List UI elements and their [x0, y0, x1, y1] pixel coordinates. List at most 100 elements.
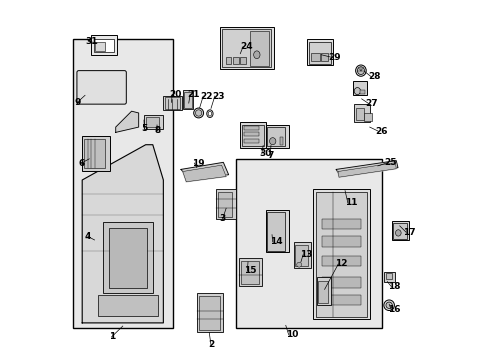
Text: 15: 15: [244, 266, 257, 275]
Bar: [239, 258, 262, 286]
FancyBboxPatch shape: [77, 71, 126, 104]
Bar: [267, 127, 285, 147]
Bar: [241, 125, 263, 147]
Bar: [165, 98, 180, 109]
Bar: [293, 242, 310, 268]
Text: 21: 21: [187, 90, 200, 99]
Ellipse shape: [193, 108, 203, 118]
Ellipse shape: [385, 302, 391, 309]
Bar: [353, 104, 369, 122]
Bar: [73, 39, 173, 328]
Polygon shape: [181, 162, 228, 180]
Bar: [308, 42, 330, 64]
Bar: [108, 228, 147, 288]
Bar: [222, 29, 271, 67]
Text: 17: 17: [403, 228, 415, 237]
Bar: [279, 137, 283, 145]
Bar: [93, 39, 114, 52]
Bar: [198, 296, 219, 330]
Text: 2: 2: [208, 340, 214, 349]
Text: 16: 16: [387, 305, 400, 314]
Bar: [98, 294, 158, 316]
Bar: [385, 273, 391, 279]
Bar: [391, 221, 408, 240]
Bar: [322, 294, 360, 305]
Text: 6: 6: [79, 158, 85, 167]
Text: 13: 13: [300, 250, 312, 259]
Bar: [235, 159, 381, 328]
Ellipse shape: [383, 300, 394, 311]
Ellipse shape: [253, 51, 260, 59]
Ellipse shape: [353, 87, 360, 95]
Text: 30: 30: [259, 149, 271, 158]
Bar: [360, 90, 365, 94]
Bar: [267, 212, 285, 251]
Bar: [95, 42, 104, 51]
Polygon shape: [116, 111, 139, 132]
Bar: [310, 53, 319, 62]
Bar: [240, 57, 245, 64]
Text: 28: 28: [368, 72, 381, 81]
Ellipse shape: [355, 65, 366, 76]
Bar: [233, 57, 238, 64]
Bar: [249, 31, 269, 66]
Text: 3: 3: [219, 214, 225, 223]
Bar: [306, 39, 332, 66]
Text: 12: 12: [335, 260, 347, 269]
Bar: [145, 117, 159, 127]
Bar: [322, 256, 360, 266]
Text: 5: 5: [141, 124, 147, 133]
Text: 4: 4: [85, 232, 91, 241]
Bar: [316, 277, 330, 305]
Bar: [163, 96, 182, 110]
Text: 25: 25: [384, 158, 396, 167]
Bar: [183, 90, 193, 109]
Text: 9: 9: [74, 98, 81, 107]
Bar: [91, 35, 117, 55]
Bar: [103, 222, 152, 293]
Text: 8: 8: [154, 126, 161, 135]
Text: 29: 29: [328, 53, 341, 62]
Bar: [216, 189, 235, 219]
Polygon shape: [336, 161, 397, 176]
Text: 31: 31: [85, 37, 98, 46]
Bar: [79, 72, 124, 102]
Ellipse shape: [269, 138, 275, 145]
Bar: [392, 223, 406, 239]
Bar: [317, 280, 328, 303]
Bar: [183, 92, 191, 108]
Text: 23: 23: [212, 91, 224, 100]
Text: 10: 10: [285, 330, 298, 339]
Ellipse shape: [296, 262, 301, 267]
Text: 19: 19: [191, 158, 204, 167]
Bar: [352, 81, 366, 95]
Bar: [265, 125, 288, 148]
Bar: [322, 219, 360, 229]
Text: 24: 24: [240, 42, 252, 51]
Bar: [197, 293, 223, 332]
Text: 1: 1: [108, 333, 115, 342]
Text: 22: 22: [200, 91, 212, 100]
Ellipse shape: [357, 67, 364, 75]
Text: 26: 26: [375, 127, 387, 136]
Ellipse shape: [395, 230, 400, 236]
Bar: [244, 126, 258, 130]
Bar: [219, 27, 274, 69]
Polygon shape: [337, 163, 395, 177]
Bar: [265, 210, 288, 252]
Bar: [355, 108, 364, 120]
Bar: [244, 139, 258, 143]
Bar: [294, 245, 308, 266]
Bar: [364, 113, 371, 121]
Bar: [315, 192, 366, 317]
Ellipse shape: [206, 110, 213, 118]
Text: 18: 18: [387, 282, 400, 291]
Bar: [313, 189, 369, 319]
Bar: [321, 53, 328, 62]
Text: 20: 20: [169, 90, 182, 99]
Bar: [244, 132, 258, 136]
Bar: [241, 261, 258, 284]
Bar: [322, 237, 360, 247]
Text: 11: 11: [345, 198, 357, 207]
Polygon shape: [183, 165, 225, 182]
